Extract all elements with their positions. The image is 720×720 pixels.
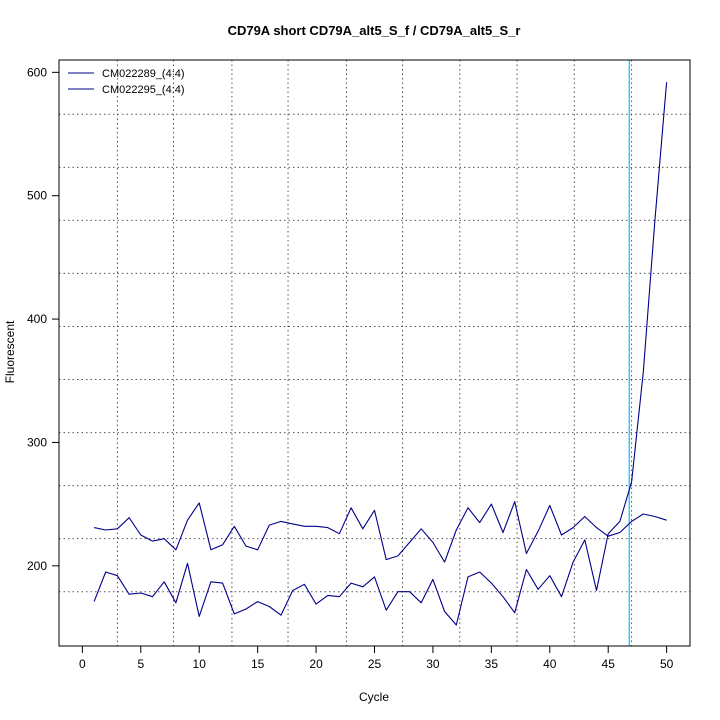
x-tick-label: 15 — [251, 657, 265, 671]
x-tick-label: 20 — [309, 657, 323, 671]
x-tick-label: 50 — [660, 657, 674, 671]
x-tick-label: 35 — [485, 657, 499, 671]
x-tick-label: 25 — [368, 657, 382, 671]
x-tick-label: 30 — [426, 657, 440, 671]
grid-lines — [59, 60, 690, 646]
y-tick-label: 600 — [27, 65, 47, 79]
legend-label: CM022295_(4:4) — [102, 84, 185, 96]
series-lines — [93, 82, 668, 626]
y-tick-label: 200 — [27, 559, 47, 573]
x-tick-label: 10 — [193, 657, 207, 671]
x-tick-label: 0 — [79, 657, 86, 671]
legend: CM022289_(4:4) CM022295_(4:4) — [68, 68, 185, 96]
y-tick-label: 400 — [27, 312, 47, 326]
y-axis-label: Fluorescent — [3, 320, 17, 383]
series-line — [93, 501, 667, 563]
x-tick-label: 45 — [602, 657, 616, 671]
y-tick-label: 300 — [27, 435, 47, 449]
y-axis: 200 300 400 500 600 — [27, 65, 60, 573]
plot-frame — [58, 59, 691, 647]
legend-label: CM022289_(4:4) — [102, 68, 185, 80]
chart-title: CD79A short CD79A_alt5_S_f / CD79A_alt5_… — [228, 23, 521, 38]
x-axis: 0 5 10 15 20 25 30 35 40 45 50 — [79, 645, 674, 671]
x-axis-label: Cycle — [359, 690, 389, 704]
series-line — [93, 82, 668, 626]
x-tick-label: 40 — [543, 657, 557, 671]
y-tick-label: 500 — [27, 189, 47, 203]
x-tick-label: 5 — [137, 657, 144, 671]
